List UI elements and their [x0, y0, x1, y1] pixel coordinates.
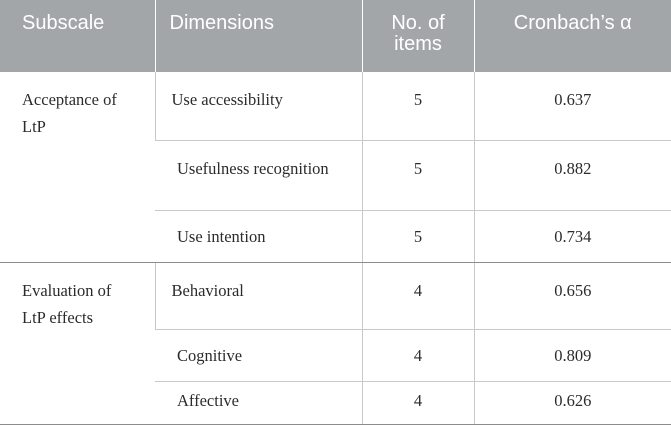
dimension-cell: Use accessibility: [154, 72, 362, 141]
items-cell: 4: [361, 381, 474, 425]
alpha-cell: 0.637: [473, 72, 671, 141]
items-cell: 5: [361, 210, 474, 263]
table-row: Cognitive 4 0.809: [0, 329, 671, 382]
dimension-cell: Use intention: [155, 210, 362, 263]
table-row: Evaluation of LtP effects Behavioral 4 0…: [0, 262, 671, 425]
table-header: Subscale Dimensions No. of items Cronbac…: [0, 0, 671, 72]
table-row: Use intention 5 0.734: [0, 210, 671, 263]
dimension-cell: Affective: [155, 381, 362, 425]
subscale-cell-evaluation: Evaluation of LtP effects: [0, 262, 155, 425]
items-cell: 5: [361, 72, 474, 141]
header-row: Subscale Dimensions No. of items Cronbac…: [0, 0, 671, 72]
table-row: Acceptance of LtP Use accessibility 5 0.…: [0, 72, 671, 263]
alpha-cell: 0.656: [473, 262, 671, 330]
items-cell: 4: [361, 329, 474, 382]
alpha-cell: 0.734: [473, 210, 671, 263]
items-cell: 4: [361, 262, 474, 330]
table-row: Usefulness recognition 5 0.882: [0, 140, 671, 211]
subscale-cell-acceptance: Acceptance of LtP: [0, 72, 155, 263]
alpha-cell: 0.882: [473, 140, 671, 211]
items-cell: 5: [361, 140, 474, 211]
alpha-cell: 0.626: [473, 381, 671, 425]
dimension-cell: Cognitive: [155, 329, 362, 382]
alpha-cell: 0.809: [473, 329, 671, 382]
header-number-of-items: No. of items: [361, 0, 474, 72]
header-cronbachs-alpha: Cronbach’s α: [473, 0, 671, 72]
dimension-cell: Behavioral: [154, 262, 362, 330]
table-body: Acceptance of LtP Use accessibility 5 0.…: [0, 72, 671, 425]
header-subscale: Subscale: [0, 0, 155, 72]
header-dimensions: Dimensions: [154, 0, 362, 72]
dimension-cell: Usefulness recognition: [155, 140, 362, 211]
